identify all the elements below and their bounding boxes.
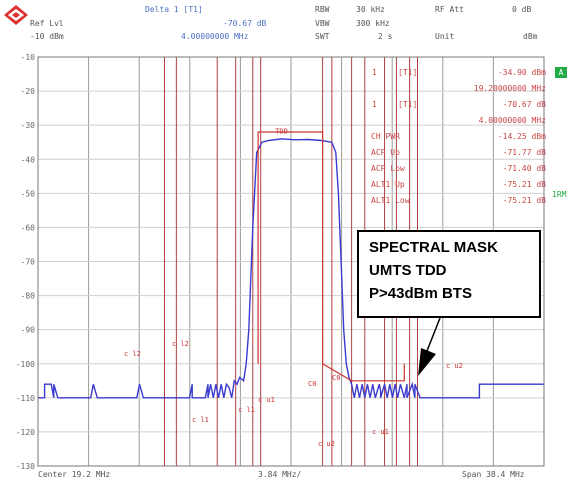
marker-table-name: 1 [372, 100, 377, 109]
y-tick-label: -120 [16, 428, 35, 437]
y-tick-label: -30 [21, 121, 36, 130]
marker-table-value: 19.20000000 MHz [473, 84, 546, 93]
y-tick-label: -40 [21, 155, 36, 164]
marker-table-value: 4.00000000 MHz [478, 116, 546, 125]
channel-label: c l1 [238, 406, 255, 414]
chart-frame [37, 56, 545, 467]
y-tick-labels: -10 -20 -30 -40 -50 -60 -70 -80 -90 -100 -110 -120 -… [16, 53, 35, 471]
rs-logo-icon [4, 5, 28, 25]
center-frequency: Center 19.2 MHz [38, 470, 111, 479]
marker-table-name: CH PWR [371, 132, 400, 141]
vbw-label: VBW [315, 19, 330, 28]
marker-label: Delta 1 [T1] [145, 5, 203, 14]
marker-table-name: ACP Low [371, 164, 405, 173]
y-tick-label: -50 [21, 189, 36, 198]
marker-table-trace: [T1] [398, 100, 418, 109]
y-tick-label: -110 [16, 394, 35, 403]
channel-label: c l2 [124, 350, 141, 358]
trm-badge: 1RM [552, 190, 567, 199]
y-tick-label: -90 [21, 326, 36, 335]
callout-line-3: P>43dBm BTS [369, 285, 472, 302]
marker-table-name: ALT1 Up [371, 180, 405, 189]
marker-table-name: ACP Up [371, 148, 400, 157]
channel-label: c l1 [192, 416, 209, 424]
channel-label: c u1 [258, 396, 275, 404]
marker-table-value: -71.40 dB [502, 164, 546, 173]
ref-level-label: Ref Lvl [30, 19, 64, 28]
marker-table-value: -75.21 dB [502, 196, 546, 205]
marker-level: -70.67 dB [223, 19, 267, 28]
rf-att-label: RF Att [435, 5, 464, 14]
y-tick-label: -70 [21, 258, 36, 267]
y-tick-label: -130 [16, 462, 35, 471]
trace-label: TDD [275, 128, 288, 136]
rbw-value: 30 kHz [356, 5, 385, 14]
frequency-span: Span 38.4 MHz [462, 470, 525, 479]
frequency-per-division: 3.84 MHz/ [258, 470, 302, 479]
channel-label: C0 [308, 380, 316, 388]
swt-label: SWT [315, 32, 330, 41]
y-tick-label: -60 [21, 223, 36, 232]
y-tick-label: -100 [16, 360, 35, 369]
marker-table-trace: [T1] [398, 68, 418, 77]
callout-line-2: UMTS TDD [369, 262, 447, 279]
channel-label: c u1 [372, 428, 389, 436]
unit-label: Unit [435, 32, 455, 41]
y-tick-label: -20 [21, 87, 36, 96]
channel-label: c l2 [172, 340, 189, 348]
marker-table-name: 1 [372, 68, 377, 77]
chart-series: TDD [38, 128, 544, 399]
trace-a-badge: A [555, 67, 567, 78]
marker-table-value: -75.21 dB [502, 180, 546, 189]
ref-level-value: -10 dBm [30, 32, 64, 41]
channel-label: c u2 [318, 440, 335, 448]
swt-value: 2 s [378, 32, 393, 41]
callout-line-1: SPECTRAL MASK [369, 239, 498, 256]
spectral-mask-callout: SPECTRAL MASK UMTS TDD P>43dBm BTS [357, 230, 541, 318]
channel-label: C0 [332, 374, 340, 382]
marker-table-name: ALT1 Low [371, 196, 410, 205]
marker-table-value: -34.90 dBm [497, 68, 546, 77]
marker-frequency: 4.00000000 MHz [181, 32, 249, 41]
trace-line [38, 138, 544, 399]
marker-table-value: -71.77 dB [502, 148, 546, 157]
rbw-label: RBW [315, 5, 330, 14]
unit-value: dBm [523, 32, 538, 41]
marker-table-value: -14.25 dBm [497, 132, 546, 141]
y-tick-label: -80 [21, 292, 36, 301]
y-tick-label: -10 [21, 53, 36, 62]
channel-label: c u2 [446, 362, 463, 370]
rf-att-value: 0 dB [512, 5, 532, 14]
mask-line [257, 131, 405, 382]
vbw-value: 300 kHz [356, 19, 390, 28]
marker-table-value: -70.67 dB [502, 100, 546, 109]
